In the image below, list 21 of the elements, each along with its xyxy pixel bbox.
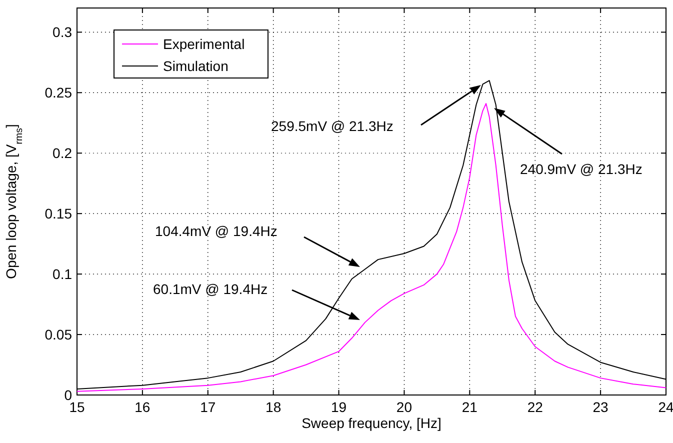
x-tick-label: 16 — [134, 399, 150, 415]
legend-label: Experimental — [163, 36, 245, 52]
y-tick-label: 0.25 — [44, 84, 72, 101]
annotation: 259.5mV @ 21.3Hz — [271, 118, 394, 134]
y-tick-label: 0.3 — [52, 24, 72, 40]
x-tick-label: 18 — [266, 399, 282, 415]
y-tick-label: 0.1 — [52, 266, 72, 282]
y-tick-label: 0.05 — [44, 326, 72, 343]
x-tick-label: 22 — [527, 399, 544, 415]
annotation: 104.4mV @ 19.4Hz — [155, 223, 278, 239]
x-axis-title: Sweep frequency, [Hz] — [302, 415, 442, 431]
x-tick-label: 20 — [396, 399, 412, 415]
x-tick-label: 21 — [462, 399, 478, 415]
y-tick-label: 0.15 — [44, 206, 72, 222]
y-tick-label: 0.2 — [52, 145, 72, 162]
x-tick-label: 19 — [330, 399, 347, 415]
x-tick-label: 23 — [592, 399, 609, 415]
annotation: 240.9mV @ 21.3Hz — [520, 161, 642, 177]
x-tick-label: 17 — [200, 399, 216, 415]
legend-label: Simulation — [163, 58, 228, 74]
annotation: 60.1mV @ 19.4Hz — [153, 281, 268, 297]
